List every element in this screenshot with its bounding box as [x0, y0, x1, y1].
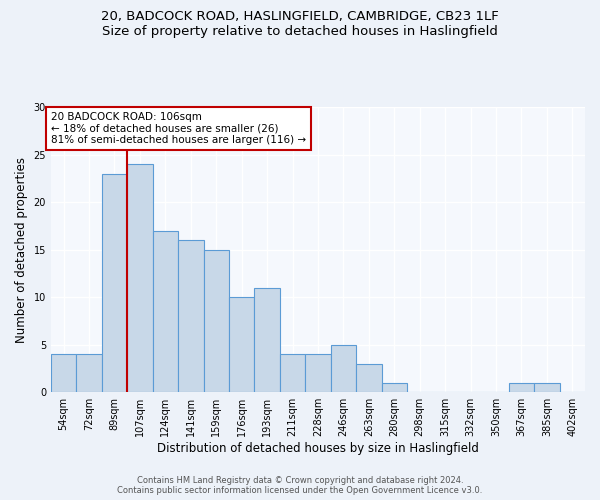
- Text: 20 BADCOCK ROAD: 106sqm
← 18% of detached houses are smaller (26)
81% of semi-de: 20 BADCOCK ROAD: 106sqm ← 18% of detache…: [51, 112, 306, 145]
- Bar: [331, 344, 356, 392]
- Bar: [382, 382, 407, 392]
- Bar: [152, 230, 178, 392]
- Bar: [102, 174, 127, 392]
- Bar: [178, 240, 203, 392]
- Bar: [76, 354, 102, 392]
- Bar: [356, 364, 382, 392]
- Bar: [51, 354, 76, 392]
- Bar: [280, 354, 305, 392]
- Y-axis label: Number of detached properties: Number of detached properties: [15, 156, 28, 342]
- Bar: [254, 288, 280, 392]
- Bar: [305, 354, 331, 392]
- X-axis label: Distribution of detached houses by size in Haslingfield: Distribution of detached houses by size …: [157, 442, 479, 455]
- Bar: [127, 164, 152, 392]
- Text: 20, BADCOCK ROAD, HASLINGFIELD, CAMBRIDGE, CB23 1LF
Size of property relative to: 20, BADCOCK ROAD, HASLINGFIELD, CAMBRIDG…: [101, 10, 499, 38]
- Bar: [509, 382, 534, 392]
- Bar: [534, 382, 560, 392]
- Bar: [203, 250, 229, 392]
- Bar: [229, 297, 254, 392]
- Text: Contains HM Land Registry data © Crown copyright and database right 2024.
Contai: Contains HM Land Registry data © Crown c…: [118, 476, 482, 495]
